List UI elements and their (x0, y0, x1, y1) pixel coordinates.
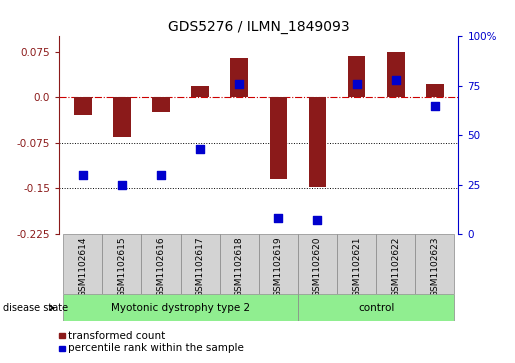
Bar (348, 56, 366, 97)
Bar (376, 234, 415, 294)
Text: GSM1102617: GSM1102617 (196, 237, 204, 297)
Bar (415, 234, 454, 294)
Text: percentile rank within the sample: percentile rank within the sample (68, 343, 245, 354)
Point (235, 81, 244, 87)
Bar (191, 86, 209, 97)
Point (118, 182, 126, 188)
Text: disease state: disease state (3, 303, 67, 313)
Text: GSM1102615: GSM1102615 (117, 237, 126, 297)
Text: control: control (358, 303, 394, 313)
Bar (259, 234, 298, 294)
Bar (59, 333, 65, 338)
Bar (426, 84, 444, 97)
Bar (220, 234, 259, 294)
Bar (298, 234, 337, 294)
Text: GSM1102621: GSM1102621 (352, 237, 361, 297)
Bar (181, 234, 220, 294)
Text: GSM1102622: GSM1102622 (391, 237, 400, 297)
Bar (337, 234, 376, 294)
Point (352, 81, 360, 87)
Text: GSM1102618: GSM1102618 (235, 237, 244, 297)
Point (274, 215, 282, 221)
Bar (298, 294, 454, 321)
Text: GSM1102620: GSM1102620 (313, 237, 322, 297)
Text: GSM1102623: GSM1102623 (431, 237, 439, 297)
Bar (269, 97, 287, 179)
Bar (74, 97, 92, 115)
Bar (142, 234, 181, 294)
Point (431, 103, 439, 109)
Bar (102, 234, 142, 294)
Point (157, 172, 165, 178)
Text: GSM1102619: GSM1102619 (274, 237, 283, 297)
Text: GSM1102614: GSM1102614 (78, 237, 87, 297)
Bar (308, 97, 327, 187)
Text: GSM1102616: GSM1102616 (157, 237, 165, 297)
Bar (387, 52, 405, 97)
Bar (63, 294, 298, 321)
Point (313, 217, 321, 223)
Point (391, 77, 400, 83)
Bar (230, 58, 248, 97)
Bar (63, 234, 102, 294)
Bar (152, 97, 170, 113)
Title: GDS5276 / ILMN_1849093: GDS5276 / ILMN_1849093 (168, 20, 350, 34)
Bar (113, 97, 131, 137)
Point (196, 146, 204, 152)
Bar (59, 346, 65, 351)
Text: transformed count: transformed count (68, 331, 166, 341)
Text: Myotonic dystrophy type 2: Myotonic dystrophy type 2 (111, 303, 250, 313)
Point (79, 172, 87, 178)
